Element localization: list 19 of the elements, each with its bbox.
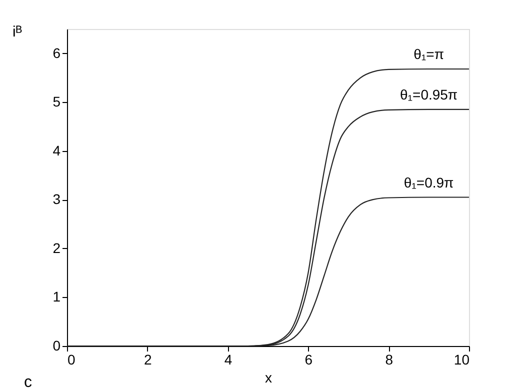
y-tick-label: 4 [52, 142, 61, 158]
y-axis-title: iᴮ [12, 24, 22, 40]
series-label: θ₁=π [414, 46, 444, 62]
series-label: θ₁=0.9π [404, 174, 454, 190]
series-label: θ₁=0.95π [400, 86, 458, 102]
y-tick-label: 2 [52, 240, 61, 256]
x-tick-label: 4 [224, 352, 232, 368]
y-tick-label: 5 [52, 94, 61, 110]
text: c [24, 374, 32, 390]
x-tick-label: 10 [454, 352, 470, 368]
y-tick-label: 6 [52, 44, 61, 61]
y-tick-label: 1 [52, 288, 61, 305]
y-tick-label: 0 [52, 338, 61, 354]
x-tick-label: 8 [385, 352, 394, 368]
x-tick-label: 2 [144, 352, 152, 368]
x-tick-label: 6 [304, 352, 313, 368]
x-tick-label: 0 [68, 352, 76, 368]
x-axis-title: x [265, 370, 272, 386]
y-tick-label: 3 [52, 191, 61, 208]
